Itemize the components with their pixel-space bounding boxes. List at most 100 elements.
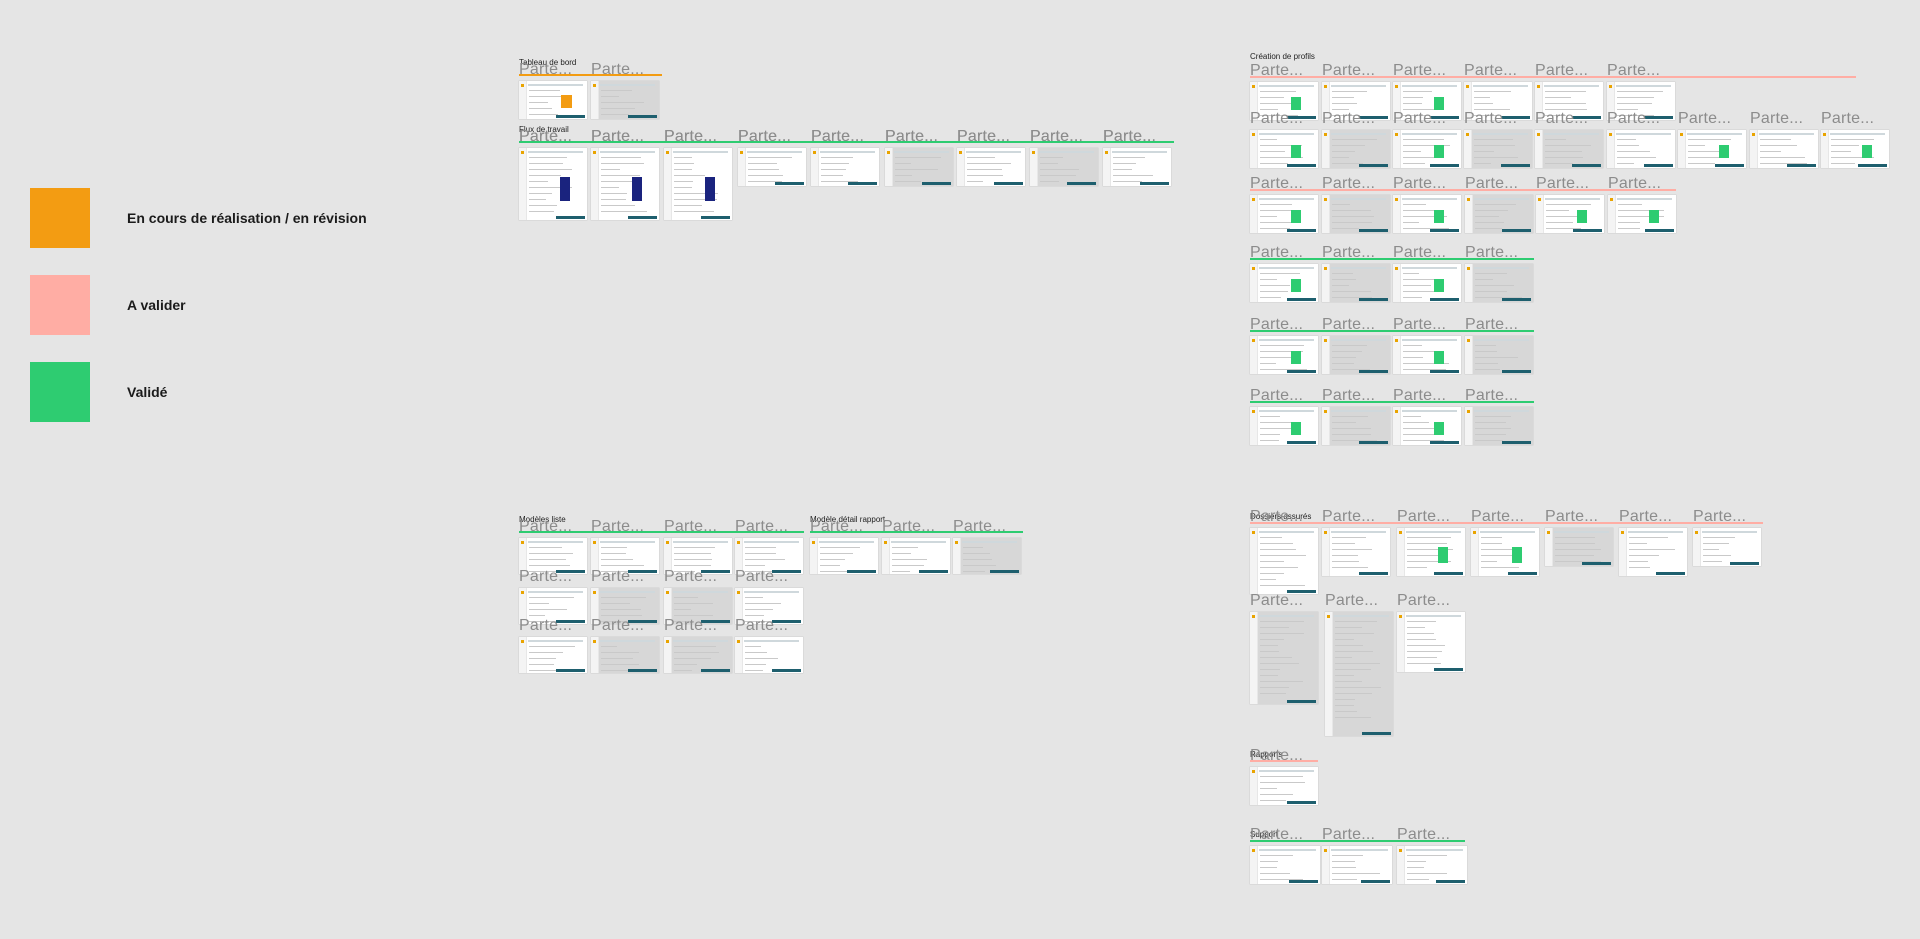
frame-label[interactable]: Parte... (810, 518, 864, 535)
screen-thumbnail[interactable] (1250, 130, 1318, 168)
frame-label[interactable]: Parte... (735, 568, 789, 585)
screen-thumbnail[interactable] (882, 538, 950, 574)
frame-label[interactable]: Parte... (1678, 110, 1732, 127)
frame-label[interactable]: Parte... (664, 128, 718, 145)
frame-label[interactable]: Parte... (1322, 62, 1376, 79)
frame-label[interactable]: Parte... (1393, 62, 1447, 79)
screen-thumbnail[interactable] (1322, 846, 1392, 884)
frame-label[interactable]: Parte... (1393, 175, 1447, 192)
screen-thumbnail[interactable] (1465, 264, 1533, 302)
frame-label[interactable]: Parte... (1535, 62, 1589, 79)
frame-label[interactable]: Parte... (591, 568, 645, 585)
screen-thumbnail[interactable] (1693, 528, 1761, 566)
frame-label[interactable]: Parte... (1322, 508, 1376, 525)
screen-thumbnail[interactable] (1535, 130, 1603, 168)
frame-label[interactable]: Parte... (882, 518, 936, 535)
screen-thumbnail[interactable] (1536, 195, 1604, 233)
screen-thumbnail[interactable] (664, 588, 732, 624)
screen-thumbnail[interactable] (1322, 264, 1390, 302)
frame-label[interactable]: Parte... (1397, 826, 1451, 843)
screen-thumbnail[interactable] (1322, 336, 1390, 374)
frame-label[interactable]: Parte... (1322, 387, 1376, 404)
screen-thumbnail[interactable] (735, 588, 803, 624)
frame-label[interactable]: Parte... (1535, 110, 1589, 127)
screen-thumbnail[interactable] (885, 148, 953, 186)
screen-thumbnail[interactable] (953, 538, 1021, 574)
screen-thumbnail[interactable] (591, 148, 659, 220)
screen-thumbnail[interactable] (1393, 336, 1461, 374)
frame-label[interactable]: Parte... (1322, 826, 1376, 843)
frame-label[interactable]: Parte... (1393, 316, 1447, 333)
frame-label[interactable]: Parte... (957, 128, 1011, 145)
frame-label[interactable]: Parte... (1545, 508, 1599, 525)
screen-thumbnail[interactable] (519, 148, 587, 220)
screen-thumbnail[interactable] (1545, 528, 1613, 566)
screen-thumbnail[interactable] (1250, 846, 1320, 884)
screen-thumbnail[interactable] (1471, 528, 1539, 576)
frame-label[interactable]: Parte... (1465, 387, 1519, 404)
screen-thumbnail[interactable] (1607, 130, 1675, 168)
frame-label[interactable]: Parte... (735, 518, 789, 535)
screen-thumbnail[interactable] (664, 148, 732, 220)
screen-thumbnail[interactable] (1535, 82, 1603, 120)
frame-label[interactable]: Parte... (1250, 244, 1304, 261)
frame-label[interactable]: Parte... (591, 61, 645, 78)
screen-thumbnail[interactable] (1465, 336, 1533, 374)
frame-label[interactable]: Parte... (1322, 175, 1376, 192)
frame-label[interactable]: Parte... (1393, 110, 1447, 127)
frame-label[interactable]: Parte... (1821, 110, 1875, 127)
frame-label[interactable]: Parte... (1465, 244, 1519, 261)
frame-label[interactable]: Parte... (1464, 110, 1518, 127)
frame-label[interactable]: Parte... (1465, 316, 1519, 333)
screen-thumbnail[interactable] (591, 588, 659, 624)
screen-thumbnail[interactable] (1322, 407, 1390, 445)
frame-label[interactable]: Parte... (1250, 175, 1304, 192)
frame-label[interactable]: Parte... (885, 128, 939, 145)
frame-label[interactable]: Parte... (519, 518, 573, 535)
frame-label[interactable]: Parte... (519, 128, 573, 145)
screen-thumbnail[interactable] (1750, 130, 1818, 168)
frame-label[interactable]: Parte... (1536, 175, 1590, 192)
frame-label[interactable]: Parte... (1250, 592, 1304, 609)
screen-thumbnail[interactable] (1325, 612, 1393, 736)
screen-thumbnail[interactable] (664, 637, 732, 673)
screen-thumbnail[interactable] (1678, 130, 1746, 168)
screen-thumbnail[interactable] (1250, 264, 1318, 302)
frame-label[interactable]: Parte... (1693, 508, 1747, 525)
frame-label[interactable]: Parte... (1607, 110, 1661, 127)
frame-label[interactable]: Parte... (1250, 747, 1304, 764)
frame-label[interactable]: Parte... (1750, 110, 1804, 127)
frame-label[interactable]: Parte... (591, 518, 645, 535)
frame-label[interactable]: Parte... (738, 128, 792, 145)
screen-thumbnail[interactable] (811, 148, 879, 186)
frame-label[interactable]: Parte... (1250, 62, 1304, 79)
screen-thumbnail[interactable] (1393, 130, 1461, 168)
screen-thumbnail[interactable] (1250, 82, 1318, 120)
frame-label[interactable]: Parte... (1607, 62, 1661, 79)
screen-thumbnail[interactable] (1322, 82, 1390, 120)
frame-label[interactable]: Parte... (1325, 592, 1379, 609)
screen-thumbnail[interactable] (1030, 148, 1098, 186)
screen-thumbnail[interactable] (1250, 612, 1318, 704)
screen-thumbnail[interactable] (1465, 407, 1533, 445)
frame-label[interactable]: Parte... (519, 128, 573, 145)
screen-thumbnail[interactable] (738, 148, 806, 186)
frame-label[interactable]: Parte... (1250, 110, 1304, 127)
frame-label[interactable]: Parte... (1250, 508, 1304, 525)
screen-thumbnail[interactable] (1465, 195, 1533, 233)
screen-thumbnail[interactable] (1397, 528, 1465, 576)
frame-label[interactable]: Parte... (1103, 128, 1157, 145)
frame-label[interactable]: Parte... (1322, 110, 1376, 127)
frame-label[interactable]: Parte... (811, 128, 865, 145)
screen-thumbnail[interactable] (1250, 767, 1318, 805)
frame-label[interactable]: Parte... (1103, 128, 1157, 145)
frame-label[interactable]: Parte... (1250, 387, 1304, 404)
screen-thumbnail[interactable] (1393, 195, 1461, 233)
frame-label[interactable]: Parte... (519, 617, 573, 634)
frame-label[interactable]: Parte... (1464, 62, 1518, 79)
screen-thumbnail[interactable] (1821, 130, 1889, 168)
frame-label[interactable]: Parte... (519, 568, 573, 585)
frame-label[interactable]: Parte... (1322, 244, 1376, 261)
screen-thumbnail[interactable] (810, 538, 878, 574)
